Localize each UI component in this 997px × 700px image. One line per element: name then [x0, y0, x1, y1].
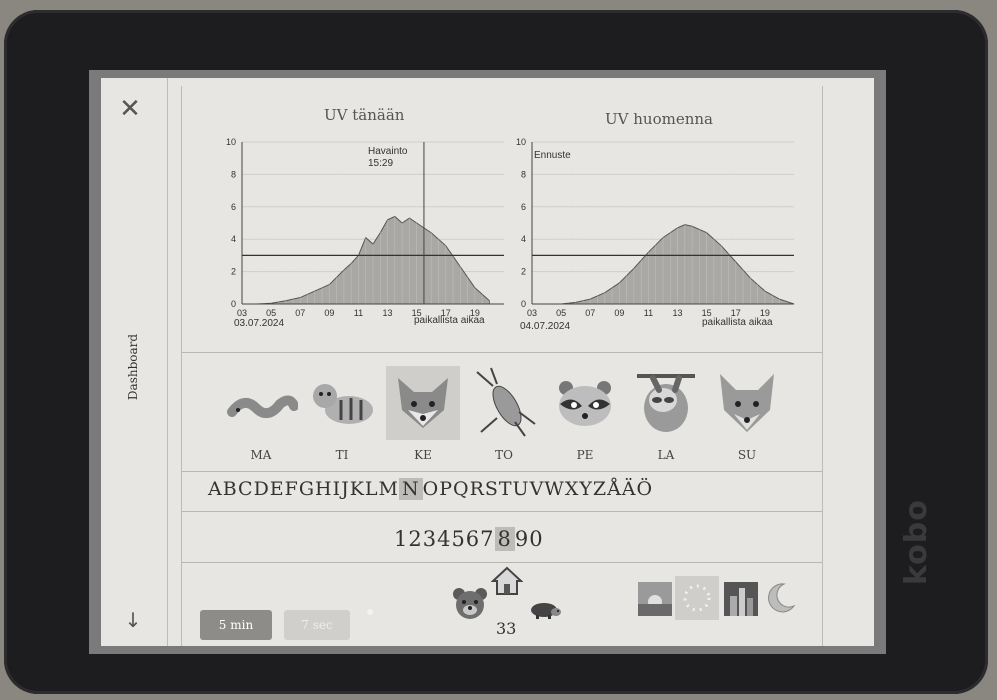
- digit-selected[interactable]: 8: [494, 527, 515, 551]
- dashboard-page: ✕ Dashboard ↓ UV tänään UV huomenna 0 2 4 6…: [101, 78, 874, 646]
- x-tick-label: 13: [673, 308, 683, 318]
- x-tick-label: 17: [731, 308, 741, 318]
- sidebar: ✕ Dashboard ↓: [101, 78, 168, 646]
- raccoon-icon[interactable]: [548, 366, 622, 440]
- y-tick-label: 10: [516, 137, 526, 147]
- stars-icon-selected[interactable]: [675, 576, 719, 620]
- day-label: TO: [495, 448, 513, 462]
- x-tick-label: 07: [585, 308, 595, 318]
- y-tick-label: 2: [231, 267, 236, 277]
- dashboard-label: Dashboard: [126, 333, 140, 401]
- y-tick-label: 10: [226, 137, 236, 147]
- day-label: MA: [250, 448, 272, 462]
- uv-tomorrow-chart: 0 2 4 6 8 10 03 05 07 09 11 13 15 17 19: [516, 137, 795, 318]
- x-tick-label: 03: [237, 308, 247, 318]
- arrow-down-icon[interactable]: ↓: [124, 608, 142, 632]
- bear-icon: [453, 588, 487, 619]
- timer-7sec-button[interactable]: 7 sec: [284, 610, 350, 640]
- x-tick-label: 15: [412, 308, 422, 318]
- moon-icon[interactable]: [762, 580, 798, 616]
- x-tick-label: 05: [266, 308, 276, 318]
- divider: [182, 511, 822, 512]
- digits-before: 1234567: [394, 527, 495, 551]
- y-tick-label: 4: [521, 234, 526, 244]
- sunrise-icon[interactable]: [638, 582, 672, 616]
- alphabet-before: ABCDEFGHIJKLM: [208, 478, 399, 500]
- y-tick-label: 8: [521, 169, 526, 179]
- uv-today-axis-note: paikallista aikaa: [414, 315, 485, 326]
- brand-logo: kobo: [899, 499, 934, 585]
- uv-tomorrow-axis-note: paikallista aikaa: [702, 317, 773, 328]
- day-label: KE: [414, 448, 432, 462]
- y-tick-label: 0: [231, 299, 236, 309]
- main-panel: UV tänään UV huomenna 0 2 4 6 8 10 03 05 07 09 11 1…: [181, 86, 823, 646]
- alphabet-after: OPQRSTUVWXYZÅÄÖ: [422, 478, 654, 500]
- divider: [182, 352, 822, 353]
- y-tick-label: 2: [521, 267, 526, 277]
- uv-tomorrow-marker-label: Ennuste: [534, 150, 571, 161]
- hedgehog-icon: [531, 603, 561, 619]
- day-label: PE: [576, 448, 594, 462]
- x-tick-label: 19: [760, 308, 770, 318]
- cricket-icon[interactable]: [467, 366, 541, 440]
- x-tick-label: 09: [324, 308, 334, 318]
- wolf-icon[interactable]: [710, 366, 784, 440]
- counter-value: 33: [496, 619, 517, 638]
- x-tick-label: 03: [527, 308, 537, 318]
- timer-5min-button[interactable]: 5 min: [200, 610, 272, 640]
- digits-row: 1234567 8 90: [394, 527, 544, 551]
- house-icon: [491, 566, 523, 595]
- y-tick-label: 6: [521, 202, 526, 212]
- day-label: LA: [657, 448, 675, 462]
- close-icon[interactable]: ✕: [119, 94, 141, 124]
- uv-today-marker-time: 15:29: [368, 158, 394, 169]
- uv-tomorrow-date: 04.07.2024: [520, 321, 571, 332]
- x-tick-label: 15: [702, 308, 712, 318]
- y-tick-label: 8: [231, 169, 236, 179]
- tiger-icon[interactable]: [305, 366, 379, 440]
- x-tick-label: 11: [354, 308, 363, 318]
- alphabet-row: ABCDEFGHIJKLM N OPQRSTUVWXYZÅÄÖ: [208, 478, 653, 500]
- x-tick-label: 17: [441, 308, 451, 318]
- night-city-icon[interactable]: [724, 582, 758, 616]
- screen: ✕ Dashboard ↓ UV tänään UV huomenna 0 2 4 6…: [89, 70, 886, 654]
- ereader-device: kobo ✕ Dashboard ↓ UV tänään UV huomenna…: [4, 10, 988, 694]
- uv-today-marker-label: Havainto: [368, 146, 408, 157]
- day-label: TI: [335, 448, 349, 462]
- digits-after: 90: [514, 527, 544, 551]
- worm-icon[interactable]: [224, 366, 299, 440]
- uv-area: [561, 224, 795, 305]
- fox-icon[interactable]: [386, 366, 460, 440]
- x-tick-label: 09: [614, 308, 624, 318]
- y-tick-label: 4: [231, 234, 236, 244]
- uv-today-chart: 0 2 4 6 8 10 03 05 07 09 11 13 15 17 19: [226, 137, 504, 318]
- uv-area: [256, 215, 490, 305]
- x-tick-label: 13: [383, 308, 393, 318]
- x-tick-label: 19: [470, 308, 480, 318]
- uv-tomorrow-title: UV huomenna: [605, 110, 713, 128]
- alphabet-selected[interactable]: N: [399, 478, 423, 500]
- x-tick-label: 07: [295, 308, 305, 318]
- sloth-icon[interactable]: [629, 366, 703, 440]
- divider: [182, 471, 822, 472]
- page-dot-icon: [367, 609, 373, 615]
- day-label: SU: [737, 448, 757, 462]
- y-tick-label: 6: [231, 202, 236, 212]
- uv-today-date: 03.07.2024: [234, 318, 285, 329]
- uv-today-title: UV tänään: [324, 106, 405, 124]
- y-tick-label: 0: [521, 299, 526, 309]
- x-tick-label: 11: [644, 308, 653, 318]
- x-tick-label: 05: [556, 308, 566, 318]
- divider: [182, 562, 822, 563]
